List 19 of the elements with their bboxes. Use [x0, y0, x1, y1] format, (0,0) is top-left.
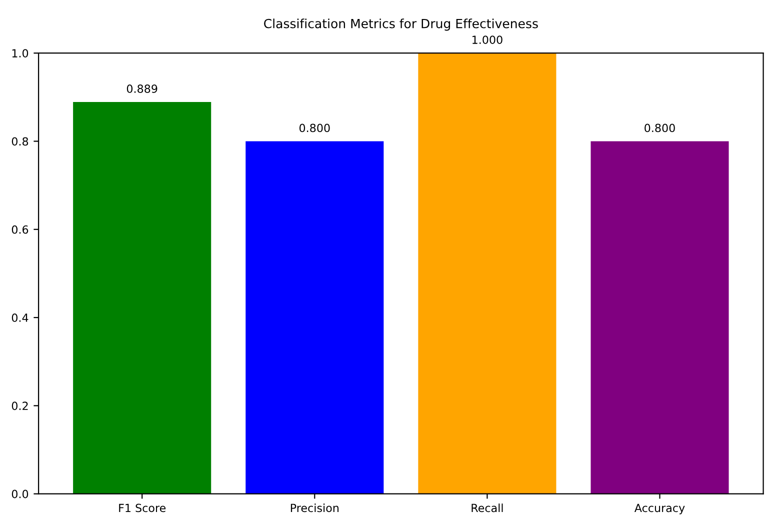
bar — [73, 102, 212, 494]
data-label: 0.800 — [299, 124, 330, 132]
chart-title: Classification Metrics for Drug Effectiveness — [264, 18, 538, 31]
bar — [590, 141, 729, 494]
bar — [246, 141, 384, 494]
y-tick-label: 0.4 — [12, 314, 28, 322]
data-label: 0.800 — [644, 124, 675, 132]
data-label: 0.889 — [126, 84, 158, 93]
y-tick-label: 0.6 — [12, 225, 28, 234]
x-tick-label: Recall — [472, 504, 503, 512]
data-label: 1.000 — [472, 36, 502, 44]
x-tick-label: Precision — [290, 504, 338, 512]
x-tick-label: Accuracy — [634, 504, 685, 514]
y-tick-label: 0.8 — [12, 137, 28, 146]
y-tick-label: 0.2 — [12, 402, 28, 410]
x-tick-label: F1 Score — [119, 504, 166, 512]
y-tick-label: 1.0 — [12, 49, 28, 58]
bar — [418, 53, 556, 494]
y-tick-label: 0.0 — [12, 490, 28, 498]
